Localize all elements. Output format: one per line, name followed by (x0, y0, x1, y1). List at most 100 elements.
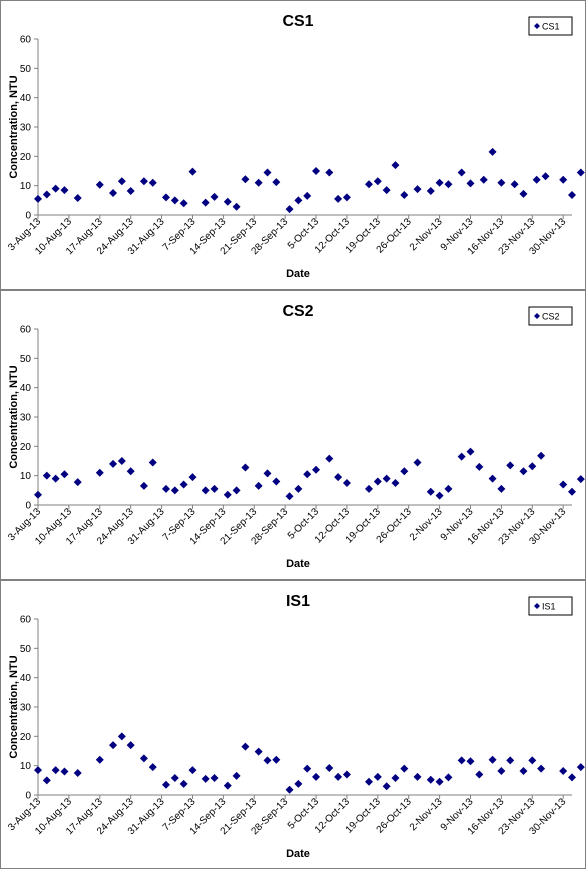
legend: CS2 (528, 306, 573, 326)
data-point (73, 478, 82, 487)
y-tick-label: 50 (20, 354, 32, 365)
x-tick-label: 2-Nov-13 (408, 796, 445, 833)
legend: CS1 (528, 16, 573, 36)
data-point (532, 175, 541, 184)
data-point (497, 178, 506, 187)
data-point (426, 186, 435, 195)
data-point (373, 177, 382, 186)
legend: IS1 (528, 596, 573, 616)
data-point (325, 764, 334, 773)
data-point (334, 194, 343, 203)
data-point (73, 193, 82, 202)
x-axis-label: Date (286, 848, 310, 860)
data-point (272, 477, 281, 486)
data-point (117, 457, 126, 465)
data-point (272, 755, 281, 764)
data-point (364, 180, 373, 189)
data-point (73, 769, 82, 777)
data-point (241, 463, 250, 472)
data-point (170, 486, 179, 495)
data-point (126, 741, 135, 750)
data-point (312, 167, 321, 175)
data-point (303, 191, 312, 200)
data-point (391, 773, 400, 782)
data-point (95, 468, 104, 477)
data-point (506, 461, 515, 470)
y-tick-label: 20 (20, 732, 32, 743)
data-point (488, 147, 497, 156)
data-point (294, 484, 303, 493)
data-point (285, 205, 294, 214)
y-tick-label: 10 (20, 761, 32, 772)
data-point (232, 771, 241, 780)
data-point (519, 467, 528, 476)
data-point (559, 175, 568, 184)
data-point (285, 785, 294, 794)
data-point (170, 196, 179, 205)
data-point (241, 742, 250, 751)
data-point (334, 772, 343, 781)
data-point (232, 202, 241, 211)
data-point (444, 484, 453, 493)
chart-panel-cs1: CS1 0 10 20 30 40 50 60 3-Aug-13 10-Aug-13 17-Aug-… (0, 0, 586, 290)
data-point (42, 190, 51, 199)
data-point (537, 451, 546, 460)
data-point (126, 186, 135, 195)
y-tick-label: 0 (25, 791, 31, 802)
y-tick-label: 60 (20, 615, 32, 626)
legend-label: IS1 (542, 602, 556, 612)
data-point (426, 775, 435, 784)
data-point (382, 474, 391, 483)
y-tick-label: 30 (20, 703, 32, 714)
data-point (342, 770, 351, 779)
data-point (232, 486, 241, 495)
data-point (188, 167, 197, 176)
data-point (263, 756, 272, 765)
legend-box (528, 16, 573, 36)
y-tick-label: 50 (20, 64, 32, 75)
data-point (312, 465, 321, 474)
data-point (210, 773, 219, 782)
chart-cs2: CS201020304050603-Aug-1310-Aug-1317-Aug-… (6, 303, 585, 570)
data-point (223, 781, 232, 790)
y-tick-label: 40 (20, 673, 32, 684)
data-point (325, 168, 334, 177)
legend-label: CS1 (542, 22, 560, 32)
y-tick-label: 30 (20, 123, 32, 134)
data-point (497, 484, 506, 493)
data-point (568, 191, 576, 200)
data-point (263, 168, 272, 177)
data-point (413, 185, 422, 194)
data-point (109, 741, 118, 750)
data-point (519, 766, 528, 775)
y-tick-label: 0 (25, 211, 31, 222)
data-point (303, 470, 312, 479)
chart-title: CS2 (282, 303, 313, 320)
data-point (60, 186, 69, 195)
data-point (42, 776, 51, 785)
y-tick-label: 60 (20, 35, 32, 46)
data-point (34, 194, 42, 203)
data-point (382, 186, 391, 195)
data-point (312, 772, 321, 781)
chart-is1: IS101020304050603-Aug-1310-Aug-1317-Aug-… (6, 593, 585, 860)
data-point (126, 467, 135, 476)
legend-marker (534, 23, 540, 29)
chart-panel-is1: IS1 0 10 20 30 40 50 60 3-Aug-13 10-Aug-13 17-Aug-… (0, 580, 586, 869)
data-point (303, 764, 312, 773)
data-point (201, 198, 210, 207)
data-point (400, 467, 409, 476)
data-point (42, 471, 51, 480)
data-point (34, 490, 42, 499)
chart-title: IS1 (286, 593, 310, 610)
data-point (34, 766, 42, 775)
data-point (210, 484, 219, 493)
data-point (188, 766, 197, 775)
data-point (457, 756, 466, 765)
data-point (426, 487, 435, 496)
data-point (60, 767, 69, 776)
data-point (334, 473, 343, 482)
y-tick-label: 20 (20, 152, 32, 163)
data-point (223, 197, 232, 206)
data-point (139, 481, 148, 490)
